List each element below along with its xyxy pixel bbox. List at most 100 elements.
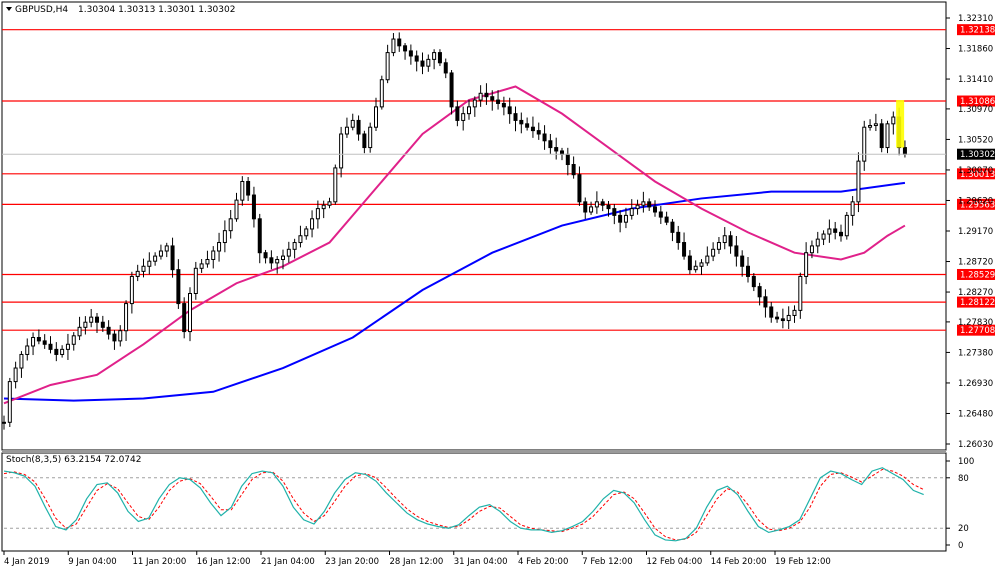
candle-body — [304, 228, 309, 237]
candle — [246, 177, 251, 201]
candle — [635, 199, 640, 215]
candle — [286, 241, 291, 263]
candle-body — [31, 337, 36, 347]
candle-body — [275, 258, 280, 264]
candle-body — [600, 201, 605, 206]
candle — [437, 49, 442, 67]
candle-body — [705, 255, 710, 264]
candle — [95, 313, 99, 333]
pane-splitter[interactable] — [2, 450, 946, 453]
candle-body — [653, 206, 657, 213]
candle-body — [71, 335, 76, 345]
candle — [153, 252, 158, 266]
candle-body — [385, 52, 390, 81]
current-price-badge — [957, 148, 995, 160]
candle-body — [687, 255, 692, 271]
candle — [647, 198, 652, 211]
candle — [269, 250, 274, 270]
candle-body — [536, 130, 541, 135]
candle — [292, 238, 297, 259]
candle — [240, 176, 245, 206]
candle-body — [711, 248, 716, 257]
x-tick-label: 16 Jan 12:00 — [197, 557, 251, 567]
candle — [705, 246, 710, 266]
candle — [222, 220, 227, 253]
candle-body — [490, 96, 495, 101]
candle — [670, 218, 675, 242]
ohlc-label: 1.30304 1.30313 1.30301 1.30302 — [78, 5, 235, 15]
candle — [315, 200, 320, 229]
candle — [461, 106, 466, 131]
candle — [339, 126, 344, 178]
candle-body — [350, 119, 355, 128]
candle — [304, 226, 309, 240]
candle-body — [461, 113, 466, 121]
candle — [623, 207, 628, 229]
candle-body — [141, 265, 146, 272]
y-tick-label: 1.32310 — [958, 14, 993, 24]
candle-body — [228, 218, 233, 232]
candle — [129, 271, 134, 314]
candle — [164, 242, 169, 258]
candle-body — [658, 211, 663, 218]
candle — [147, 252, 152, 275]
candle-body — [763, 296, 768, 308]
candle-body — [83, 321, 88, 328]
candle-body — [426, 58, 431, 67]
candle — [722, 227, 727, 250]
candle — [798, 272, 803, 319]
candle — [658, 206, 663, 224]
stoch-main-line — [3, 467, 924, 542]
y-tick-label: 1.26930 — [958, 379, 993, 389]
candle — [455, 100, 460, 127]
candle — [682, 232, 687, 260]
candle-body — [606, 204, 611, 210]
candle-body — [728, 235, 733, 247]
candle-body — [879, 123, 884, 149]
candle — [478, 85, 483, 107]
candle — [873, 113, 878, 132]
candle — [217, 232, 222, 262]
y-tick-label: 1.29620 — [958, 196, 993, 206]
candle — [362, 130, 367, 154]
candle — [484, 83, 489, 105]
candle-body — [455, 106, 460, 121]
candle-body — [193, 267, 198, 295]
candle — [176, 259, 181, 309]
candle — [868, 119, 873, 131]
candle — [170, 237, 175, 278]
candle-body — [339, 133, 344, 169]
candle-body — [281, 255, 285, 260]
candle — [804, 242, 809, 285]
candle — [199, 259, 204, 273]
candle-body — [100, 321, 105, 328]
candle-body — [42, 340, 47, 345]
candle-body — [682, 242, 687, 257]
x-tick-label: 7 Feb 12:00 — [582, 557, 632, 567]
candle — [251, 186, 256, 228]
candle-body — [397, 38, 402, 47]
candle — [426, 54, 431, 72]
x-tick-label: 4 Feb 20:00 — [518, 557, 568, 567]
candle — [629, 199, 634, 220]
candle — [554, 137, 559, 160]
candle — [525, 117, 530, 131]
candle-body — [583, 201, 588, 213]
y-tick-label: 1.27380 — [958, 348, 993, 358]
candle — [124, 300, 129, 341]
candle — [513, 106, 518, 132]
candle-body — [577, 174, 582, 203]
candle-body — [432, 52, 437, 60]
candle — [542, 125, 547, 150]
candle-body — [222, 230, 227, 244]
x-tick-label: 9 Jan 04:00 — [68, 557, 116, 567]
candle-body — [246, 180, 251, 196]
candle — [664, 211, 669, 226]
candle-body — [786, 314, 791, 322]
triangle-down-icon[interactable] — [6, 7, 12, 11]
candle-body — [48, 343, 53, 350]
candle-body — [804, 252, 809, 277]
candle-body — [135, 270, 140, 277]
candle-body — [809, 245, 814, 254]
